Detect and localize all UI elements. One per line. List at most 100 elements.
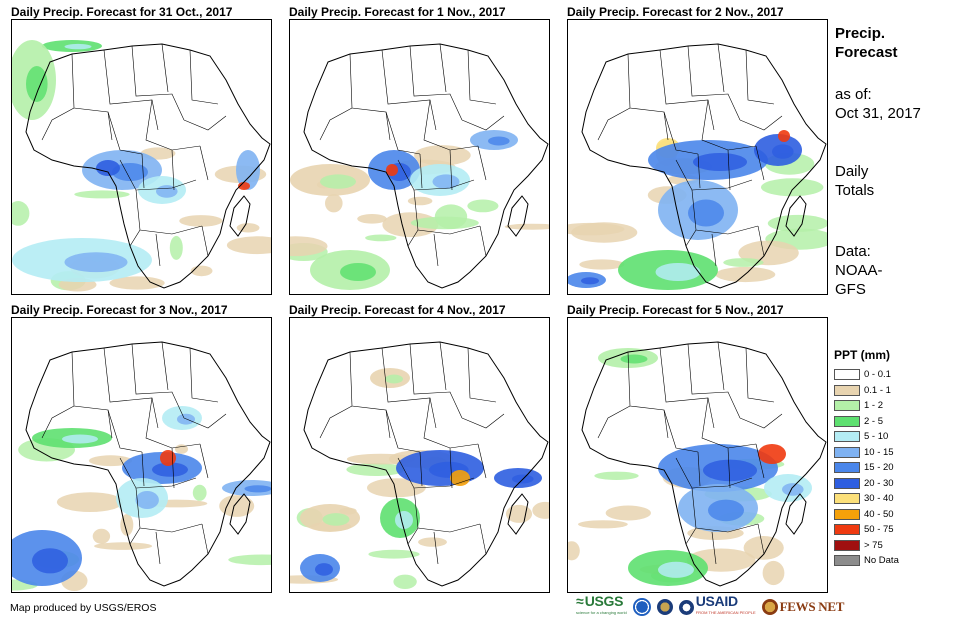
country-border — [479, 523, 487, 555]
country-border — [201, 225, 209, 257]
precip-blob-core — [64, 43, 92, 50]
panel-title: Daily Precip. Forecast for 2 Nov., 2017 — [567, 5, 784, 19]
precip-map — [289, 19, 550, 295]
country-border — [201, 523, 209, 555]
country-border — [397, 159, 475, 191]
precip-blob — [386, 164, 398, 176]
country-border — [349, 351, 391, 439]
map-credit: Map produced by USGS/EROS — [10, 602, 157, 614]
country-border — [663, 409, 699, 453]
precip-patch — [605, 505, 651, 521]
country-border — [757, 523, 765, 555]
precip-blob-core — [385, 374, 403, 384]
precip-patch — [410, 216, 479, 230]
country-border — [755, 145, 765, 181]
country-border — [349, 53, 391, 141]
legend-item: 5 - 10 — [834, 429, 899, 445]
precip-patch — [346, 463, 405, 476]
usaid-logo: USAID FROM THE AMERICAN PEOPLE — [678, 594, 756, 619]
precip-patch — [109, 276, 165, 290]
country-border — [659, 49, 715, 131]
panel-title: Daily Precip. Forecast for 5 Nov., 2017 — [567, 303, 784, 317]
country-border — [439, 341, 447, 391]
precip-patch — [393, 574, 417, 589]
africa-coastline — [303, 43, 549, 289]
legend-label: 20 - 30 — [864, 477, 894, 489]
partner-logos: ≈ USGS science for a changing world USAI… — [576, 594, 844, 620]
precip-patch — [228, 554, 271, 566]
precip-patch — [532, 501, 549, 519]
legend-swatch — [834, 539, 860, 551]
country-border — [697, 451, 701, 487]
africa-map-svg — [290, 43, 549, 290]
legend-label: 0.1 - 1 — [864, 384, 891, 396]
precip-blob-core — [658, 561, 694, 578]
fewsnet-globe-icon — [761, 599, 778, 615]
fewsnet-logo: FEWS NET — [761, 599, 844, 615]
sidebar-asof: as of: Oct 31, 2017 — [835, 85, 921, 123]
country-border — [41, 405, 75, 439]
precip-blob-core — [703, 459, 757, 482]
precip-map — [11, 19, 272, 295]
legend-swatch — [834, 369, 860, 381]
country-border — [461, 115, 505, 131]
country-border — [711, 531, 717, 565]
precip-patch — [762, 560, 785, 586]
country-border — [135, 189, 203, 235]
country-border — [131, 45, 185, 121]
country-border — [385, 409, 421, 453]
country-border — [757, 225, 765, 257]
legend-item: > 75 — [834, 538, 899, 554]
precip-patch — [346, 453, 415, 465]
legend-swatch — [834, 524, 860, 536]
sidebar-totals: Daily Totals — [835, 162, 874, 200]
country-border — [739, 413, 783, 429]
madagascar-outline — [229, 195, 251, 237]
precip-patch — [365, 234, 397, 242]
sidebar-title: Precip. Forecast — [835, 24, 898, 62]
data-line1: Data: — [835, 243, 871, 260]
precip-patch — [169, 235, 183, 260]
totals-line2: Totals — [835, 182, 875, 199]
country-border — [675, 457, 753, 489]
precip-patch — [226, 236, 271, 255]
dept-seal-icon — [656, 599, 673, 615]
country-border — [41, 107, 75, 141]
precip-blob-core — [135, 491, 159, 509]
country-border — [103, 49, 159, 131]
africa-coastline — [25, 341, 271, 587]
country-border — [413, 487, 481, 533]
sidebar-title-line1: Precip. — [835, 25, 886, 42]
country-border — [691, 189, 759, 235]
country-border — [171, 149, 175, 191]
legend-label: 50 - 75 — [864, 524, 894, 536]
precip-map — [289, 317, 550, 593]
forecast-panel-1: Daily Precip. Forecast for 31 Oct., 2017 — [11, 5, 272, 295]
country-border — [701, 99, 757, 151]
country-border — [119, 457, 197, 489]
asof-label: as of: — [835, 86, 872, 103]
africa-map-svg — [12, 341, 271, 591]
country-border — [141, 451, 145, 487]
usaid-seal-icon — [678, 599, 694, 615]
country-border — [71, 53, 113, 141]
legend-swatch — [834, 462, 860, 474]
country-border — [477, 145, 487, 181]
country-border — [697, 153, 701, 189]
legend-item: 40 - 50 — [834, 507, 899, 523]
precip-blob — [758, 444, 786, 464]
precip-patch — [88, 455, 133, 467]
precip-blob-core — [112, 163, 148, 181]
precip-patch — [418, 537, 447, 547]
totals-line1: Daily — [835, 163, 869, 180]
africa-map-svg — [568, 341, 827, 587]
precip-patch — [743, 536, 784, 560]
country-border — [107, 409, 143, 453]
country-border — [199, 443, 209, 479]
precip-patch — [723, 258, 764, 267]
country-border — [727, 149, 731, 191]
precip-blob-core — [432, 174, 460, 189]
country-border — [419, 451, 423, 487]
legend-item: 0 - 0.1 — [834, 367, 899, 383]
precip-blob — [238, 182, 250, 190]
